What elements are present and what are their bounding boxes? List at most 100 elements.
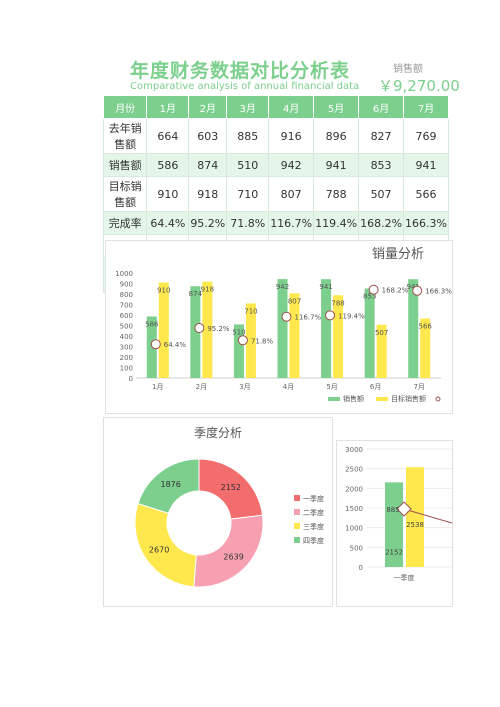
y-tick-label: 1000 xyxy=(345,525,363,533)
table-cell: 95.2% xyxy=(188,211,228,235)
legend-swatch xyxy=(294,537,300,543)
legend-swatch xyxy=(294,523,300,529)
legend-swatch-target xyxy=(376,397,388,401)
data-label-rate: 119.4% xyxy=(338,312,365,320)
page-title: 年度财务数据对比分析表 xyxy=(130,60,351,82)
data-label-target: 507 xyxy=(375,329,388,337)
bar-q1-sales xyxy=(385,482,403,567)
y-tick-label: 800 xyxy=(120,291,133,299)
table-cell: 64.4% xyxy=(146,211,190,235)
data-label-sales: 853 xyxy=(363,292,376,300)
slice-value-label: 1876 xyxy=(160,480,180,489)
slice-value-label: 2670 xyxy=(149,546,169,555)
donut-slice xyxy=(134,502,197,588)
bar-sales xyxy=(146,316,157,378)
quarter-bar-panel: 0 500 1000 1500 2000 2500 3000 2152 2538 885 一季度 xyxy=(336,440,453,607)
x-tick-label: 6月 xyxy=(370,383,381,391)
table-header-month: 5月 xyxy=(313,95,360,119)
bar-sales xyxy=(233,324,244,378)
table-header-month: 4月 xyxy=(268,95,315,119)
page-subtitle: Comparative analysis of annual financial… xyxy=(130,81,360,92)
data-label-sales: 586 xyxy=(145,320,159,328)
bar-target xyxy=(289,293,300,378)
bar-target xyxy=(376,324,387,378)
trend-marker xyxy=(396,501,412,517)
slice-value-label: 2152 xyxy=(221,483,241,492)
data-label-sales: 941 xyxy=(319,283,332,291)
table-cell: 941 xyxy=(403,153,449,177)
table-header-row: 月份 1月 2月 3月 4月 5月 6月 7月 xyxy=(102,95,449,119)
data-label-target: 807 xyxy=(288,297,301,305)
legend-swatch-sales xyxy=(328,397,340,401)
x-tick-label: 1月 xyxy=(152,383,163,391)
bar-q1-target xyxy=(406,467,424,567)
bar-sales xyxy=(190,286,201,378)
y-tick-label: 0 xyxy=(129,375,133,383)
chart-title: 销量分析 xyxy=(372,247,424,262)
y-tick-label: 2000 xyxy=(345,485,363,493)
y-tick-label: 200 xyxy=(120,354,133,362)
row-label: 去年销售额 xyxy=(102,118,148,154)
table-header-corner: 月份 xyxy=(102,95,148,119)
y-tick-label: 500 xyxy=(350,544,363,552)
trend-line xyxy=(403,508,453,524)
table-cell: 788 xyxy=(313,176,360,212)
data-label: 2538 xyxy=(406,521,424,529)
data-label-rate: 166.3% xyxy=(425,288,452,296)
data-label-sales: 941 xyxy=(407,283,420,291)
table-cell: 166.3% xyxy=(403,211,449,235)
table-cell: 566 xyxy=(403,176,449,212)
legend-label: 一季度 xyxy=(303,494,324,503)
x-tick-label: 2月 xyxy=(196,383,207,391)
table-row: 目标销售额 910 918 710 807 788 507 566 xyxy=(102,176,449,212)
y-tick-label: 600 xyxy=(120,312,133,320)
y-tick-label: 1500 xyxy=(345,505,363,513)
table-header-month: 2月 xyxy=(188,95,228,119)
donut-slice xyxy=(193,514,264,588)
data-label-rate: 64.4% xyxy=(164,341,187,349)
y-tick-label: 300 xyxy=(120,344,133,352)
table-cell: 941 xyxy=(313,153,360,177)
legend-swatch xyxy=(294,509,300,515)
quarter-bar-chart: 0 500 1000 1500 2000 2500 3000 2152 2538 885 一季度 xyxy=(345,446,453,582)
table-cell: 874 xyxy=(188,153,228,177)
data-label-sales: 510 xyxy=(232,328,245,336)
y-tick-label: 0 xyxy=(359,564,363,572)
sales-bar-chart: 销量分析 0 100 200 300 400 500 600 700 800 900 1000 586 9… xyxy=(115,247,452,403)
bar-target xyxy=(245,303,256,378)
legend-label: 三季度 xyxy=(303,522,324,531)
bar-sales xyxy=(277,279,288,378)
legend-label: 四季度 xyxy=(303,536,324,545)
row-label: 完成率 xyxy=(102,211,148,235)
table-cell: 116.7% xyxy=(268,211,315,235)
table-cell: 910 xyxy=(146,176,190,212)
bar-target xyxy=(420,318,431,378)
bar-target xyxy=(333,295,344,378)
y-tick-label: 500 xyxy=(120,323,133,331)
legend-label: 销售额 xyxy=(343,394,364,403)
table-cell: 885 xyxy=(226,118,270,154)
y-tick-label: 700 xyxy=(120,302,133,310)
table-cell: 853 xyxy=(358,153,405,177)
data-label-target: 910 xyxy=(157,286,170,294)
table-cell: 168.2% xyxy=(358,211,405,235)
rate-marker xyxy=(237,335,248,346)
rate-marker xyxy=(325,310,336,321)
rate-marker xyxy=(281,311,292,322)
table-cell: 507 xyxy=(358,176,405,212)
table-header-month: 7月 xyxy=(403,95,449,119)
table-cell: 896 xyxy=(313,118,360,154)
quarter-chart-panel: 季度分析 2152 一季度 2639 二季度 2670 三季度 1876 四季度 xyxy=(103,417,333,607)
table-cell: 710 xyxy=(226,176,270,212)
y-tick-label: 1000 xyxy=(115,270,133,278)
chart-title: 季度分析 xyxy=(194,425,242,440)
table-row: 去年销售额 664 603 885 916 896 827 769 xyxy=(102,118,449,154)
x-tick-label: 一季度 xyxy=(394,573,415,582)
table-cell: 769 xyxy=(403,118,449,154)
y-tick-label: 3000 xyxy=(345,446,363,454)
legend-label: 二季度 xyxy=(303,508,324,517)
table-cell: 603 xyxy=(188,118,228,154)
data-label-target: 788 xyxy=(331,299,344,307)
table-cell: 918 xyxy=(188,176,228,212)
table-row: 销售额 586 874 510 942 941 853 941 xyxy=(102,153,449,177)
